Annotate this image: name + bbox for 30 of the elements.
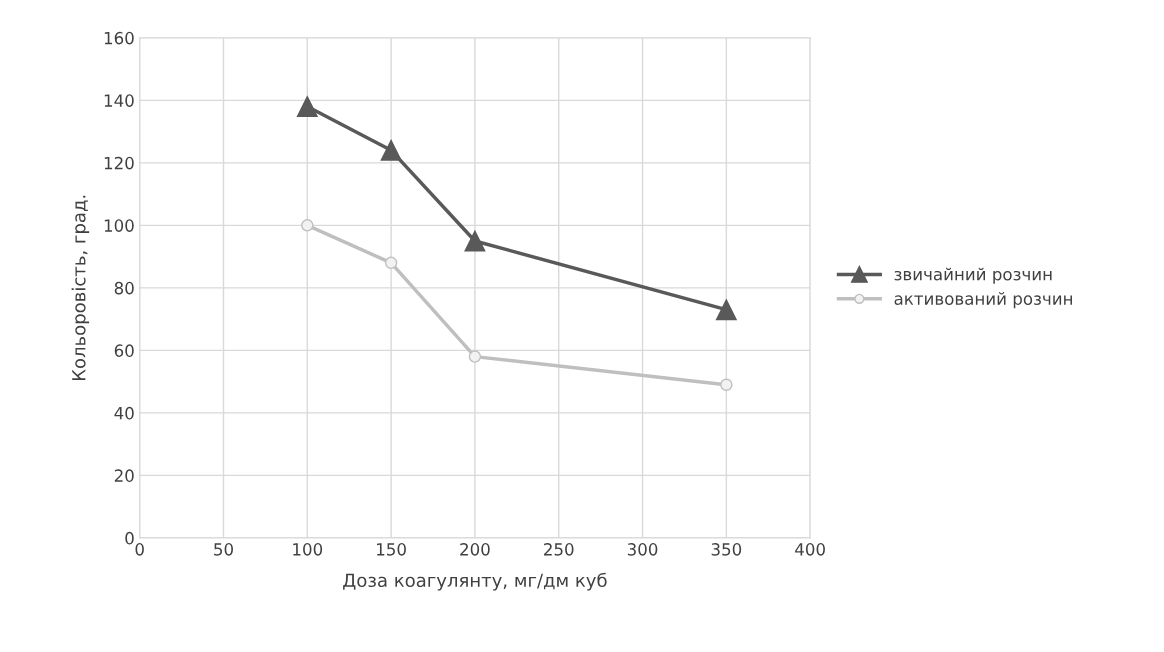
- y-tick-label: 0: [125, 531, 134, 545]
- point: [380, 139, 402, 161]
- y-tick-label: 120: [104, 156, 134, 170]
- y-tick-label: 80: [114, 281, 134, 295]
- point: [720, 378, 733, 391]
- y-tick-label: 60: [114, 344, 134, 357]
- y-tick-label: 20: [114, 469, 134, 482]
- x-tick-label: 200: [460, 543, 490, 556]
- y-axis-title: Кольоровість, град.: [71, 195, 90, 381]
- x-axis-title: Доза коагулянту, мг/дм куб: [343, 572, 607, 591]
- point: [384, 256, 398, 270]
- x-tick-label: 0: [135, 543, 144, 556]
- x-tick-label: 350: [711, 543, 742, 556]
- point: [301, 219, 314, 232]
- y-tick-label: 160: [104, 31, 134, 45]
- x-tick-label: 50: [214, 543, 233, 556]
- legend-label: звичайний розчин: [894, 267, 1052, 284]
- point: [296, 96, 318, 117]
- legend-label: активований розчин: [894, 292, 1072, 309]
- point: [464, 230, 486, 252]
- y-tick-label: 40: [114, 406, 134, 420]
- point: [715, 299, 737, 321]
- x-tick-label: 250: [544, 543, 574, 556]
- x-tick-label: 100: [293, 543, 323, 556]
- y-tick-label: 140: [104, 94, 134, 107]
- point: [468, 350, 482, 363]
- y-tick-label: 100: [104, 219, 134, 232]
- x-tick-label: 300: [627, 543, 658, 556]
- x-tick-label: 400: [795, 543, 825, 556]
- x-tick-label: 150: [377, 543, 406, 556]
